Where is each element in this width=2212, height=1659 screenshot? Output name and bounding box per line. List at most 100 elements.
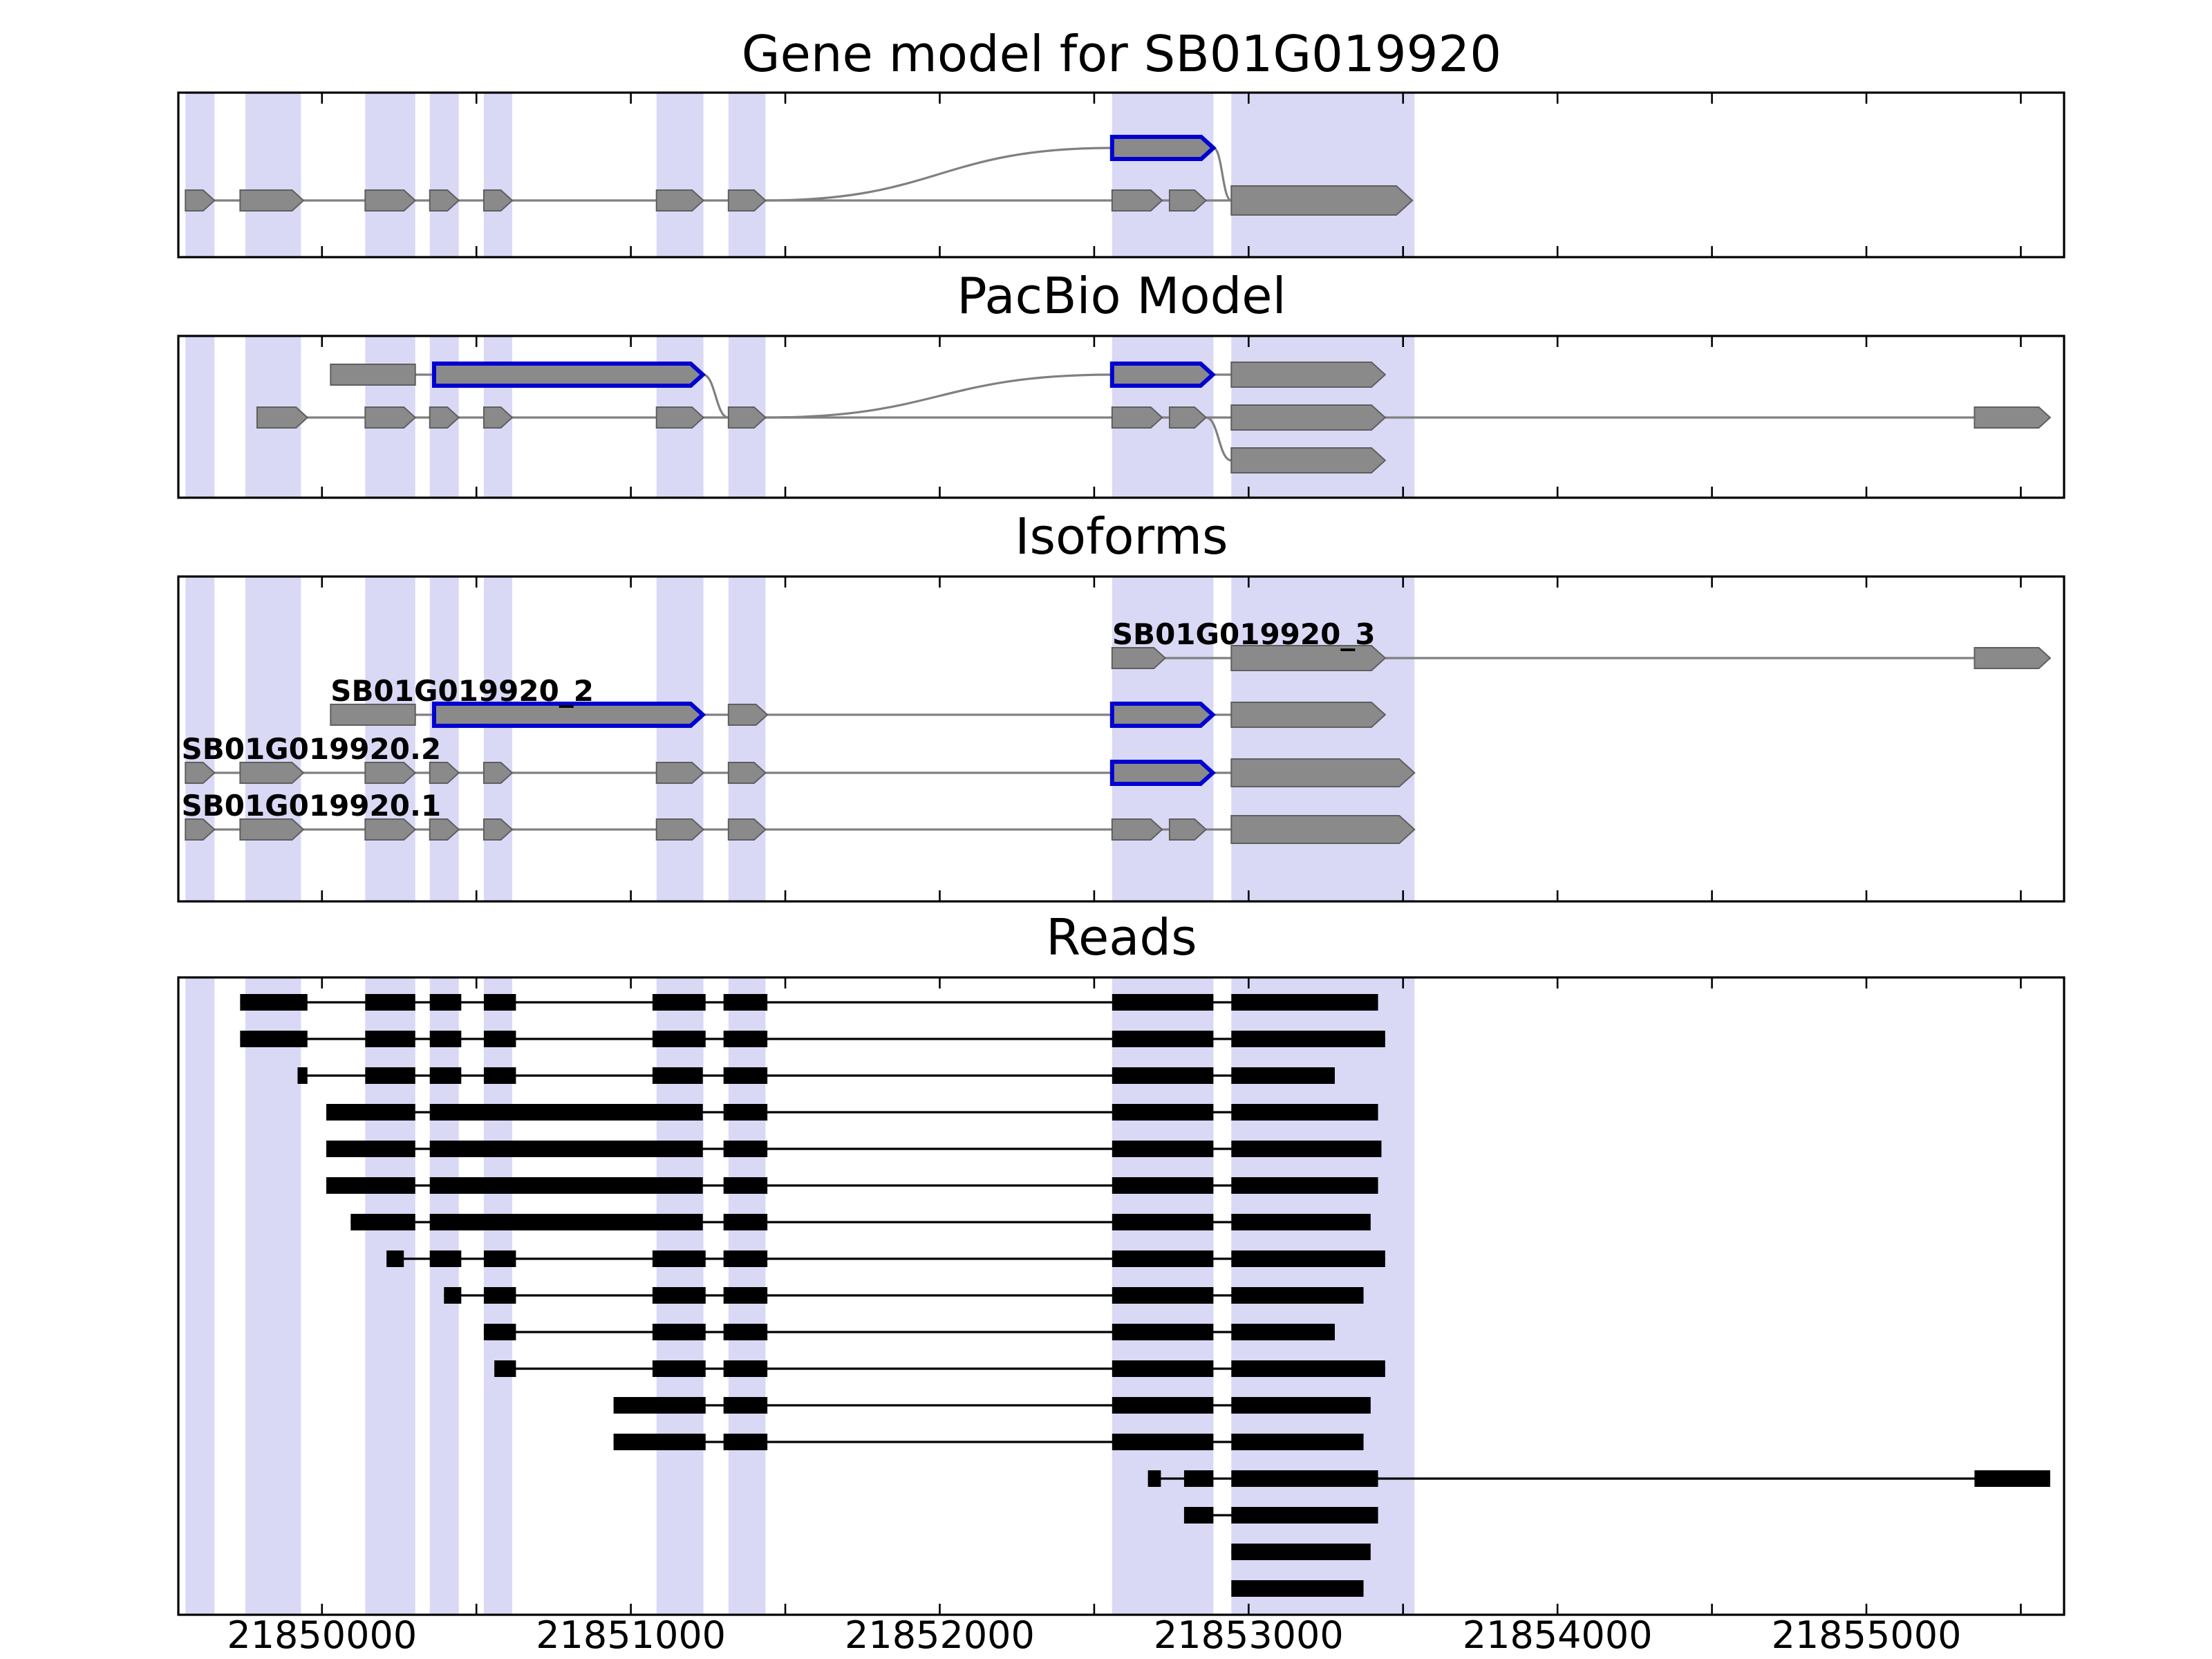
read-block	[723, 1250, 768, 1267]
exon	[655, 762, 705, 784]
read-block	[1147, 1470, 1161, 1487]
highlight-band	[1231, 93, 1415, 257]
read-block	[1112, 1067, 1214, 1084]
exon	[1230, 447, 1387, 474]
read-block	[1974, 1470, 2050, 1487]
read-block	[483, 1250, 516, 1267]
highlight-band	[185, 577, 215, 901]
read-block	[1231, 1544, 1371, 1560]
highlight-band	[185, 93, 215, 257]
read-block	[429, 1177, 703, 1194]
read-block	[1112, 994, 1214, 1011]
read-block	[483, 994, 516, 1011]
exon	[185, 189, 216, 212]
read-block	[1112, 1360, 1214, 1377]
exon	[727, 818, 767, 841]
highlight-band	[1112, 93, 1214, 257]
read-block	[429, 1067, 462, 1084]
read-block	[723, 1287, 768, 1304]
exon	[429, 406, 460, 429]
read-block	[1112, 1434, 1214, 1450]
panel-border	[177, 91, 2065, 259]
exon	[727, 189, 767, 212]
panel-reads	[177, 976, 2065, 1616]
read-block	[1112, 1287, 1214, 1304]
read-block	[723, 1324, 768, 1340]
splice-curve	[765, 147, 1112, 202]
panel-title-pacbio-model: PacBio Model	[957, 267, 1286, 325]
exon-blue	[1109, 135, 1217, 161]
read-block	[240, 994, 308, 1011]
panel-title-reads: Reads	[1046, 908, 1197, 966]
x-tick-label: 21855000	[1772, 1613, 1962, 1657]
exon	[727, 704, 769, 726]
exon	[429, 818, 460, 841]
highlight-band	[1231, 577, 1415, 901]
read-block	[1231, 1580, 1364, 1597]
read-block	[1231, 1067, 1335, 1084]
exon	[482, 189, 514, 212]
read-block	[429, 1141, 703, 1157]
read-block	[1183, 1507, 1214, 1524]
panel-title-gene-model: Gene model for SB01G019920	[741, 25, 1502, 83]
exon-blue	[1109, 362, 1216, 388]
exon	[1111, 818, 1163, 841]
read-block	[613, 1397, 706, 1414]
read-block	[723, 1397, 768, 1414]
read-block	[365, 994, 415, 1011]
isoform-label: SB01G019920.2	[181, 732, 441, 766]
read-block	[723, 1360, 768, 1377]
read-block	[429, 1250, 462, 1267]
exon	[1230, 758, 1416, 787]
highlight-band	[483, 93, 513, 257]
splice-curve	[1206, 416, 1232, 462]
x-tick-label: 21852000	[845, 1613, 1035, 1657]
read-block	[1231, 1507, 1378, 1524]
highlight-band	[483, 577, 513, 901]
read-block	[723, 1177, 768, 1194]
x-tick-label: 21851000	[536, 1613, 726, 1657]
highlight-band	[245, 577, 301, 901]
exon-blue	[431, 702, 706, 728]
exon	[364, 189, 417, 212]
read-block	[1183, 1470, 1214, 1487]
read-block	[1112, 1104, 1214, 1121]
read-block	[613, 1434, 706, 1450]
exon	[185, 762, 216, 784]
panel-pacbio_model	[177, 335, 2065, 499]
read-block	[297, 1067, 308, 1084]
read-block	[429, 1104, 703, 1121]
read-block	[723, 1104, 768, 1121]
read-block	[1231, 1250, 1385, 1267]
read-block	[326, 1141, 415, 1157]
highlight-band	[365, 577, 415, 901]
x-tick-label: 21850000	[227, 1613, 417, 1657]
read-block	[652, 994, 706, 1011]
highlight-band	[429, 93, 459, 257]
read-block	[483, 1067, 516, 1084]
splice-curve	[702, 373, 729, 419]
exon	[330, 704, 416, 726]
read-block	[1112, 1397, 1214, 1414]
read-block	[723, 1214, 768, 1230]
highlight-band	[429, 577, 459, 901]
read-block	[723, 1031, 768, 1047]
read-block	[652, 1360, 706, 1377]
exon	[1230, 185, 1414, 216]
read-block	[483, 1324, 516, 1340]
read-block	[444, 1287, 462, 1304]
exon	[482, 406, 514, 429]
exon	[1230, 815, 1416, 844]
read-block	[429, 1214, 703, 1230]
read-block	[429, 994, 462, 1011]
splice-curve	[1212, 147, 1232, 202]
read-block	[1112, 1250, 1214, 1267]
read-block	[483, 1031, 516, 1047]
exon	[364, 406, 417, 429]
read-block	[1231, 994, 1378, 1011]
exon	[1974, 647, 2052, 669]
highlight-band	[728, 577, 766, 901]
read-block	[723, 1141, 768, 1157]
exon	[429, 762, 460, 784]
